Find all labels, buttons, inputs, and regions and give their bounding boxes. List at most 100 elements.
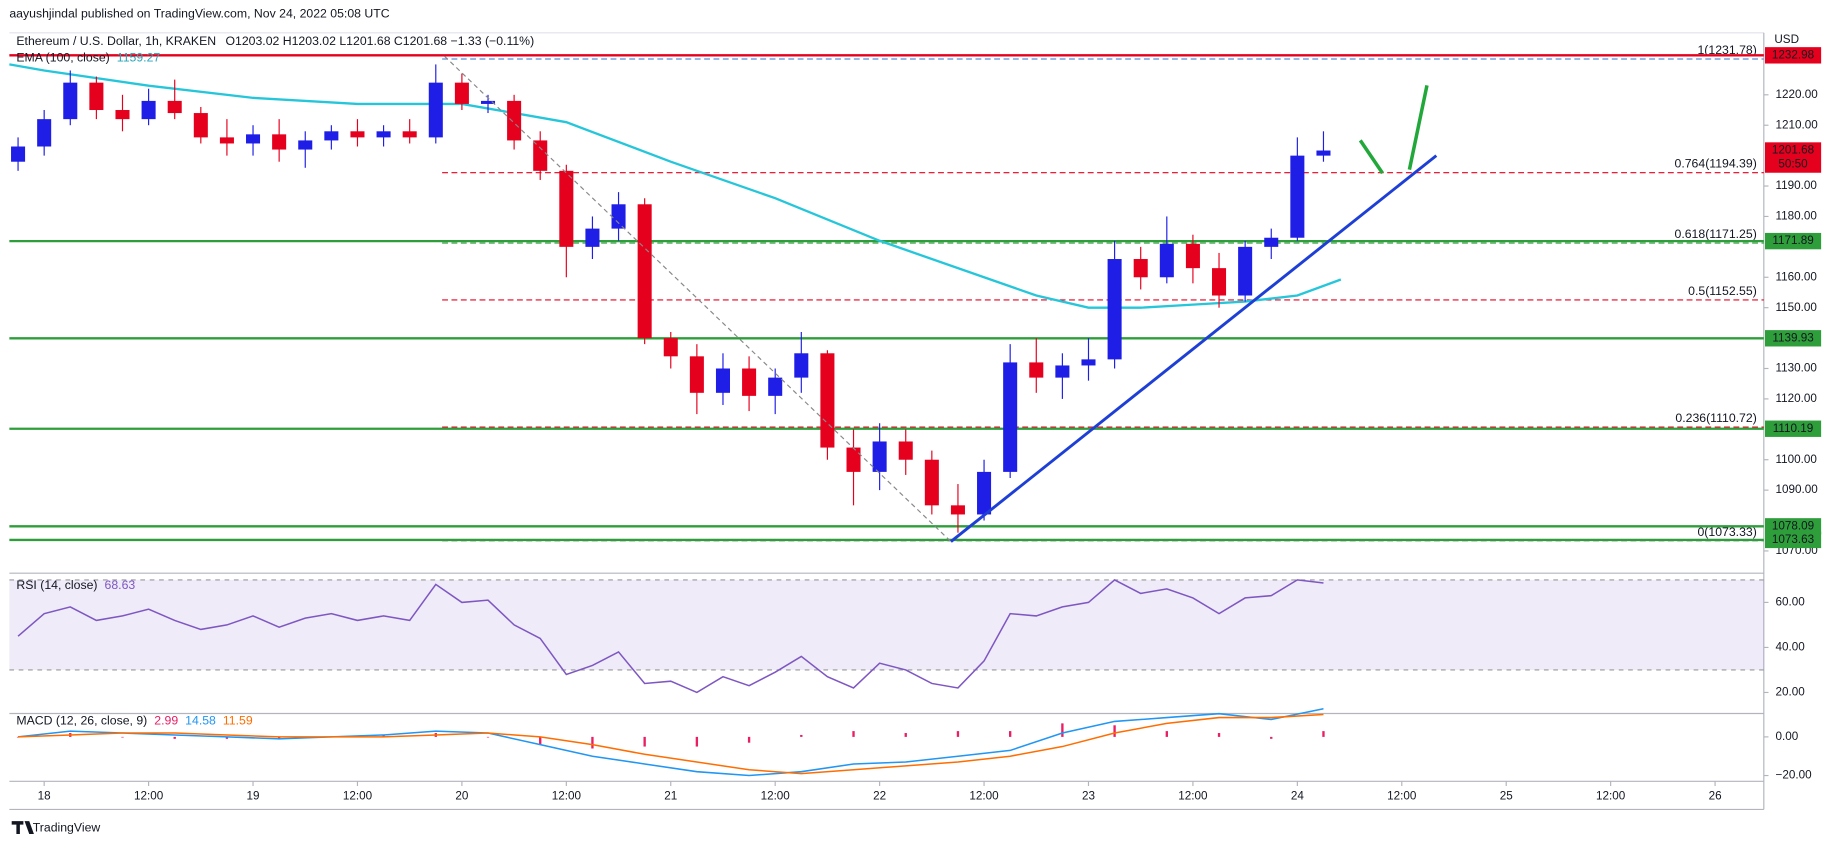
x-tick-label: 12:00 — [761, 790, 791, 803]
candle-body — [898, 441, 913, 460]
histogram-bar — [1322, 731, 1325, 737]
candle-body — [1133, 259, 1148, 278]
x-tick-label: 12:00 — [969, 790, 999, 803]
legend: EMA (100, close) 1159.27 — [16, 51, 160, 65]
trendline — [950, 154, 1438, 543]
x-tick-label: 26 — [1709, 790, 1722, 803]
x-tick-label: 12:00 — [552, 790, 582, 803]
histogram-bar — [277, 736, 281, 739]
countdown: 50:50 — [1778, 158, 1808, 171]
signal-value: 11.59 — [223, 714, 253, 728]
price-tag — [1764, 518, 1822, 535]
fib-label: 0(1073.33) — [1697, 525, 1756, 539]
arrow-stroke — [1358, 139, 1384, 175]
candle-body — [1107, 259, 1122, 360]
ema-line — [9, 63, 1342, 309]
x-tick-label: 12:00 — [343, 790, 373, 803]
x-tick-label: 12:00 — [134, 790, 164, 803]
y-tick-label: 1090.00 — [1776, 483, 1819, 496]
candle-body — [820, 353, 835, 448]
legend: Ethereum / U.S. Dollar, 1h, KRAKEN O1203.… — [16, 34, 534, 48]
price-tag — [1764, 420, 1822, 437]
fib-label: 1(1231.78) — [1697, 43, 1756, 57]
y-tick-label: 1210.00 — [1776, 118, 1819, 131]
arrow-stroke — [1407, 85, 1429, 170]
histogram-bar — [539, 736, 542, 745]
histogram-bar — [1165, 731, 1168, 737]
candle-body — [663, 338, 678, 357]
candle-body — [1264, 237, 1279, 247]
histogram-bar — [173, 736, 176, 739]
fib-label: 0.5(1152.55) — [1688, 284, 1757, 298]
fib-label: 0.236(1110.72) — [1675, 411, 1756, 425]
candle-body — [794, 353, 809, 378]
histogram-bar — [956, 731, 960, 737]
histogram-bar — [1270, 736, 1273, 739]
symbol: Ethereum / U.S. Dollar, 1h, KRAKEN — [16, 34, 216, 48]
histogram-bar — [1113, 725, 1116, 737]
candle-body — [1316, 150, 1331, 156]
histogram-bar — [1008, 731, 1012, 737]
price-tag — [1764, 47, 1822, 64]
candle-body — [246, 134, 261, 144]
candle-body — [1029, 362, 1044, 378]
candle-body — [324, 131, 339, 141]
x-tick-label: 12:00 — [1596, 790, 1626, 803]
legend: RSI (14, close) 68.63 — [16, 578, 135, 592]
histogram-bar — [121, 736, 124, 738]
histogram-bar — [16, 736, 20, 738]
price-tag-label: 1232.98 — [1772, 48, 1814, 61]
candle-body — [272, 134, 287, 150]
macd-value: 14.58 — [185, 714, 216, 728]
histogram-bar — [852, 731, 855, 737]
y-tick-label: 1130.00 — [1776, 362, 1818, 375]
candle-body — [37, 119, 52, 147]
candle-body — [585, 228, 600, 247]
candle-body — [193, 113, 208, 138]
ema-value: 1159.27 — [117, 51, 161, 65]
candle-body — [1290, 155, 1305, 238]
rsi-line — [17, 578, 1324, 694]
candle-body — [1003, 362, 1018, 472]
histogram-bar — [904, 733, 907, 737]
candle-body — [428, 82, 443, 138]
x-tick-label: 25 — [1500, 790, 1514, 803]
price-tag-label: 1078.09 — [1772, 519, 1814, 532]
y-tick-label: 1160.00 — [1776, 270, 1818, 283]
x-tick-label: 18 — [38, 790, 51, 803]
candle-body — [872, 441, 887, 472]
candle-body — [689, 356, 704, 393]
candle-body — [637, 204, 652, 339]
candle-body — [559, 170, 574, 247]
candle-body — [924, 459, 939, 506]
x-tick-label: 21 — [664, 790, 677, 803]
y-tick-label: 1120.00 — [1776, 392, 1818, 405]
histogram-bar — [225, 736, 229, 739]
candle-body — [89, 82, 104, 111]
price-tag-label: 1110.19 — [1773, 422, 1814, 435]
histogram-bar — [643, 736, 646, 747]
macd-line — [17, 707, 1324, 777]
candle-body — [298, 140, 313, 150]
logo — [11, 821, 34, 834]
price-tag-label: 1073.63 — [1772, 533, 1814, 546]
price-tag — [1764, 330, 1822, 347]
candle-body — [350, 131, 365, 138]
x-tick-label: 19 — [247, 790, 260, 803]
macd-line — [18, 713, 1324, 775]
candle-body — [1159, 243, 1174, 278]
brand: TradingView — [33, 820, 101, 834]
band-fill — [9, 579, 1764, 670]
y-tick-label: 1100.00 — [1776, 453, 1818, 466]
histogram-bar — [695, 736, 699, 747]
price-tag — [1764, 232, 1822, 250]
price-tag-label: 1201.68 — [1772, 144, 1814, 157]
y-tick-label: 20.00 — [1776, 686, 1806, 699]
candle-body — [1238, 246, 1253, 296]
histogram-bar — [747, 736, 751, 743]
fib-label: 0.618(1171.25) — [1675, 227, 1757, 241]
histogram-bar — [486, 736, 490, 738]
